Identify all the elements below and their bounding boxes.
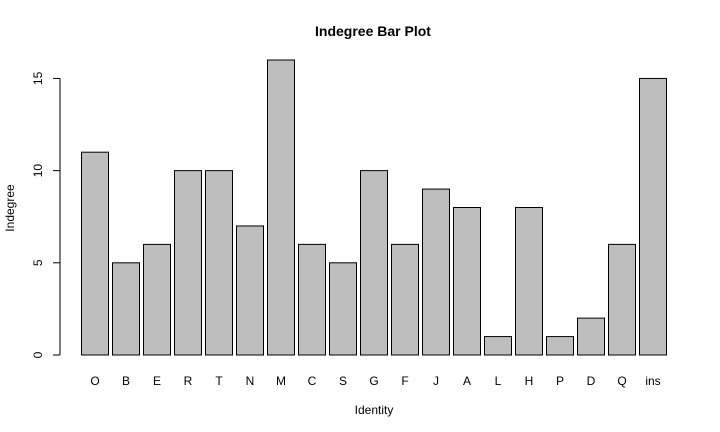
- x-tick-label: L: [495, 374, 502, 388]
- bar-D: [577, 317, 605, 356]
- x-tick-label: D: [587, 374, 596, 388]
- bar-O: [81, 151, 109, 356]
- y-axis: 0 5 10 15: [31, 71, 61, 358]
- bar-C: [298, 243, 326, 356]
- x-tick-label: C: [308, 374, 317, 388]
- bar-Q: [608, 243, 636, 356]
- bar-L: [484, 336, 512, 356]
- x-tick-label: R: [184, 374, 193, 388]
- x-axis-label: Identity: [355, 403, 394, 417]
- y-tick-label: 0: [31, 351, 45, 358]
- y-tick-label: 5: [31, 259, 45, 266]
- x-tick-label: G: [369, 374, 378, 388]
- bar-A: [453, 207, 481, 356]
- x-tick-label: B: [122, 374, 130, 388]
- bar-N: [236, 225, 264, 356]
- x-tick-label: P: [556, 374, 564, 388]
- bar-J: [422, 188, 450, 356]
- y-axis-label: Indegree: [3, 184, 17, 232]
- bar-R: [174, 170, 202, 356]
- bar-E: [143, 243, 171, 356]
- x-tick-label: E: [153, 374, 161, 388]
- bar-B: [112, 262, 140, 356]
- y-tick-label: 10: [31, 164, 45, 178]
- bar-H: [515, 207, 543, 356]
- bar-F: [391, 243, 419, 356]
- bar-M: [267, 59, 295, 356]
- bar-S: [329, 262, 357, 356]
- x-tick-label: F: [401, 374, 408, 388]
- x-tick-label: S: [339, 374, 347, 388]
- bar-G: [360, 170, 388, 356]
- bar-T: [205, 170, 233, 356]
- bar-P: [546, 336, 574, 356]
- bar-ins: [639, 77, 667, 356]
- bars: [81, 59, 667, 356]
- x-tick-label: T: [215, 374, 223, 388]
- chart-title: Indegree Bar Plot: [315, 23, 431, 39]
- y-tick-label: 15: [31, 71, 45, 85]
- x-tick-label: M: [276, 374, 286, 388]
- x-tick-label: O: [90, 374, 99, 388]
- x-tick-label: H: [525, 374, 534, 388]
- x-tick-label: ins: [645, 374, 660, 388]
- x-tick-label: Q: [617, 374, 626, 388]
- x-tick-label: A: [463, 374, 471, 388]
- x-tick-label: N: [246, 374, 255, 388]
- x-tick-label: J: [433, 374, 439, 388]
